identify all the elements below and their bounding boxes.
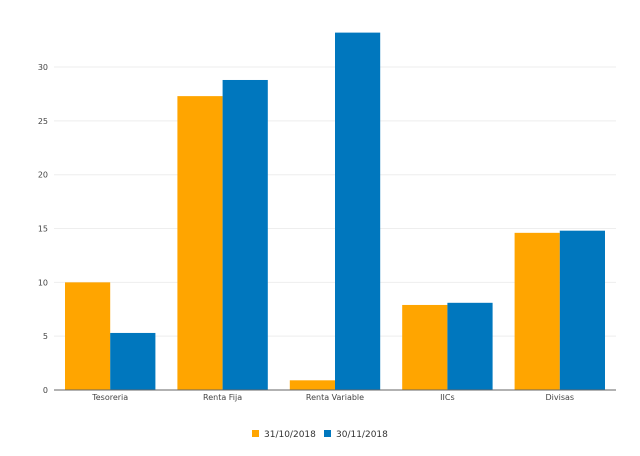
legend-label: 30/11/2018 — [336, 430, 388, 440]
bar-tesoreria-series-2[interactable] — [110, 332, 156, 390]
bar-renta-fija-series-1[interactable] — [177, 96, 223, 390]
bar-tesoreria-series-1[interactable] — [65, 282, 111, 390]
bar-iics-series-2[interactable] — [447, 302, 493, 390]
x-tick-label: Tesoreria — [91, 393, 128, 402]
x-tick-label: Divisas — [546, 393, 575, 402]
bars — [65, 32, 605, 391]
tick-labels: 0 5 10 15 20 25 30 Tesoreria Renta Fija Renta Var… — [38, 63, 574, 402]
legend-label: 31/10/2018 — [264, 430, 316, 440]
y-tick-label: 20 — [38, 171, 48, 180]
legend-swatch — [324, 430, 331, 437]
y-tick-label: 25 — [38, 117, 48, 126]
y-tick-label: 15 — [38, 225, 48, 234]
legend[interactable]: 31/10/2018 30/11/2018 — [252, 430, 388, 440]
y-tick-label: 10 — [38, 278, 48, 287]
x-tick-label: Renta Fija — [203, 393, 242, 402]
legend-item-series-2[interactable]: 30/11/2018 — [324, 430, 388, 440]
y-tick-label: 0 — [43, 386, 48, 395]
bar-iics-series-1[interactable] — [402, 304, 448, 390]
bar-divisas-series-1[interactable] — [514, 232, 560, 390]
x-tick-label: Renta Variable — [306, 393, 364, 402]
bar-renta-fija-series-2[interactable] — [222, 79, 268, 390]
y-tick-label: 5 — [43, 332, 48, 341]
legend-item-series-1[interactable]: 31/10/2018 — [252, 430, 316, 440]
y-tick-label: 30 — [38, 63, 48, 72]
bar-divisas-series-2[interactable] — [559, 230, 605, 390]
bar-renta-variable-series-1[interactable] — [289, 380, 335, 390]
bar-renta-variable-series-2[interactable] — [335, 32, 381, 391]
legend-swatch — [252, 430, 259, 437]
x-tick-label: IICs — [440, 393, 454, 402]
